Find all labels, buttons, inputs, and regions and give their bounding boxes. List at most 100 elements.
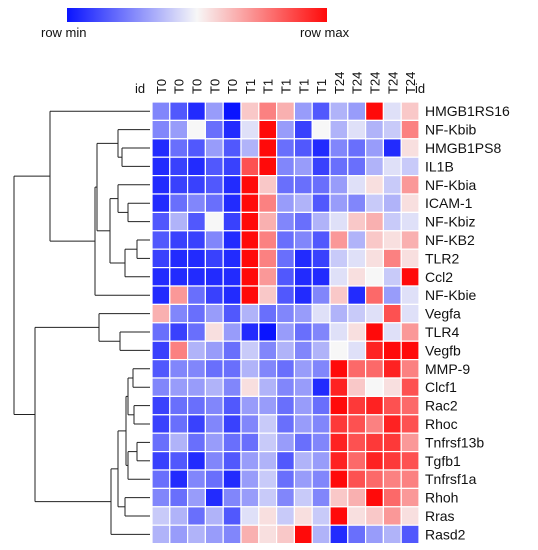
heatmap-cell	[222, 303, 242, 324]
heatmap-cell	[187, 156, 207, 177]
heatmap-cell	[382, 101, 402, 121]
heatmap-cell	[151, 211, 171, 232]
heatmap-cell	[151, 303, 171, 324]
heatmap-cell	[222, 506, 242, 526]
heatmap-cell	[187, 230, 207, 250]
heatmap-cell	[311, 377, 331, 397]
heatmap-cell	[400, 506, 420, 526]
heatmap-cell	[293, 211, 313, 232]
heatmap-cell	[187, 377, 207, 397]
heatmap-cell	[382, 285, 402, 305]
heatmap-cell	[187, 414, 207, 434]
heatmap-cell	[311, 285, 331, 305]
column-label: T24	[385, 72, 400, 94]
heatmap-cell	[169, 487, 189, 508]
heatmap-cell	[169, 156, 189, 177]
heatmap-cell	[240, 506, 260, 526]
heatmap-cell	[258, 395, 278, 416]
heatmap-cell	[382, 138, 402, 158]
heatmap-cell	[276, 156, 296, 177]
heatmap-cell	[240, 175, 260, 195]
heatmap-cell	[151, 285, 171, 305]
heatmap-cell	[329, 138, 349, 158]
row-label: ICAM-1	[425, 195, 473, 211]
heatmap-cell	[240, 469, 260, 489]
column-label: T0	[154, 79, 169, 94]
heatmap-cell	[400, 340, 420, 361]
row-label: NF-Kbie	[425, 287, 477, 303]
heatmap-cell	[258, 211, 278, 232]
heatmap-cell	[293, 138, 313, 158]
heatmap-cell	[222, 193, 242, 213]
heatmap-cell	[258, 138, 278, 158]
heatmap-cell	[382, 322, 402, 342]
heatmap-cell	[187, 432, 207, 453]
heatmap-cell	[311, 211, 331, 232]
heatmap-cell	[222, 359, 242, 379]
heatmap-cell	[187, 138, 207, 158]
heatmap-cell	[311, 322, 331, 342]
heatmap-cell	[365, 119, 385, 140]
column-label: T0	[225, 79, 240, 94]
heatmap-cell	[293, 119, 313, 140]
heatmap-cell	[365, 451, 385, 471]
heatmap-cell	[293, 340, 313, 361]
heatmap-cell	[293, 101, 313, 121]
heatmap-cell	[151, 340, 171, 361]
heatmap-cell	[293, 395, 313, 416]
heatmap-cell	[240, 414, 260, 434]
column-label: T24	[403, 72, 418, 94]
heatmap-cell	[382, 377, 402, 397]
heatmap-cell	[276, 395, 296, 416]
heatmap-cell	[329, 248, 349, 269]
heatmap-cell	[347, 303, 367, 324]
heatmap-cell	[276, 285, 296, 305]
heatmap-cell	[400, 451, 420, 471]
heatmap-cell	[347, 248, 367, 269]
heatmap-cell	[258, 487, 278, 508]
heatmap-cells	[151, 101, 420, 545]
heatmap-cell	[222, 487, 242, 508]
heatmap-cell	[240, 138, 260, 158]
heatmap-cell	[187, 506, 207, 526]
heatmap-cell	[204, 432, 224, 453]
heatmap-cell	[222, 248, 242, 269]
heatmap-cell	[151, 248, 171, 269]
heatmap-cell	[169, 101, 189, 121]
heatmap-cell	[169, 211, 189, 232]
heatmap-cell	[169, 469, 189, 489]
heatmap-cell	[365, 193, 385, 213]
heatmap-cell	[258, 340, 278, 361]
row-label: TLR2	[425, 250, 459, 266]
heatmap-cell	[382, 340, 402, 361]
heatmap-cell	[222, 377, 242, 397]
heatmap-cell	[400, 175, 420, 195]
heatmap-cell	[347, 377, 367, 397]
heatmap-cell	[329, 359, 349, 379]
heatmap-cell	[276, 267, 296, 287]
heatmap-cell	[204, 101, 224, 121]
heatmap-cell	[365, 340, 385, 361]
heatmap-cell	[204, 303, 224, 324]
heatmap-cell	[400, 211, 420, 232]
heatmap-cell	[293, 487, 313, 508]
heatmap-cell	[258, 303, 278, 324]
heatmap-cell	[169, 506, 189, 526]
heatmap-cell	[169, 193, 189, 213]
heatmap-cell	[204, 175, 224, 195]
heatmap-cell	[329, 432, 349, 453]
heatmap-cell	[382, 432, 402, 453]
row-label: Tnfrsf13b	[425, 434, 484, 450]
heatmap-cell	[329, 322, 349, 342]
heatmap-cell	[347, 156, 367, 177]
heatmap-cell	[204, 267, 224, 287]
heatmap-cell	[329, 101, 349, 121]
heatmap-cell	[151, 101, 171, 121]
heatmap-cell	[258, 119, 278, 140]
heatmap-cell	[151, 175, 171, 195]
heatmap-cell	[222, 267, 242, 287]
heatmap-cell	[187, 101, 207, 121]
heatmap-cell	[204, 119, 224, 140]
heatmap-cell	[382, 248, 402, 269]
